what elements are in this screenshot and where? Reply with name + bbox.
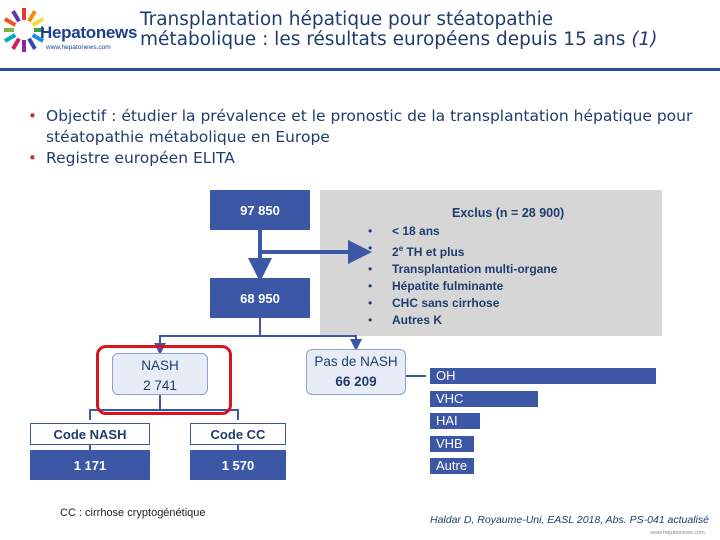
arrow-to-code-nash (89, 395, 161, 420)
title-line-2: métabolique : les résultats européens de… (140, 30, 720, 50)
bullet-list: Objectif : étudier la prévalence et le p… (28, 106, 708, 169)
total-patients-box: 97 850 (210, 190, 310, 230)
citation: Haldar D, Royaume-Uni, EASL 2018, Abs. P… (430, 514, 709, 526)
exclusion-title: Exclus (n = 28 900) (452, 206, 565, 220)
code-nash-box: Code NASH (30, 423, 150, 445)
code-nash-value-box: 1 171 (30, 450, 150, 480)
nash-highlight-outline (96, 345, 232, 415)
etiology-label-hai: HAI (436, 413, 458, 428)
slide-title: Transplantation hépatique pour stéatopat… (140, 10, 720, 50)
exclusion-item: < 18 ans (368, 223, 557, 240)
header-divider (0, 68, 720, 71)
cc-footnote: CC : cirrhose cryptogénétique (60, 507, 206, 519)
exclusion-item: Hépatite fulminante (368, 278, 557, 295)
etiology-bar-hai (430, 413, 480, 429)
arrow-to-nash (154, 318, 261, 355)
nash-label: NASH (141, 358, 179, 373)
bullet-registry: Registre européen ELITA (28, 148, 708, 169)
code-cc-box: Code CC (190, 423, 286, 445)
included-patients-box: 68 950 (210, 278, 310, 318)
logo-url: www.hepatonews.com (46, 44, 111, 51)
exclusion-item: Transplantation multi-organe (368, 261, 557, 278)
etiology-bar-vhc (430, 390, 539, 407)
pas-nash-box: Pas de NASH 66 209 (306, 349, 406, 395)
bullet-objective: Objectif : étudier la prévalence et le p… (28, 106, 708, 148)
title-line-2-text: métabolique : les résultats européens de… (140, 29, 626, 50)
nash-box: NASH 2 741 (112, 353, 208, 395)
title-line-1: Transplantation hépatique pour stéatopat… (140, 9, 554, 30)
etiology-label-vhc: VHC (436, 390, 464, 406)
footer-url: www.hepatonews.com (650, 530, 705, 536)
logo-name: Hepatonews (40, 23, 138, 42)
nash-value: 2 741 (143, 378, 177, 393)
title-reference: (1) (631, 29, 658, 50)
etiology-bar-autre (430, 458, 474, 474)
etiology-label-autre: Autre (436, 458, 468, 473)
pas-nash-value: 66 209 (335, 374, 377, 389)
pas-nash-label: Pas de NASH (314, 354, 398, 369)
exclusion-item: CHC sans cirrhose (368, 295, 557, 312)
etiology-bar-oh (430, 368, 656, 384)
etiology-label-vhb: VHB (436, 435, 463, 451)
code-cc-value-box: 1 570 (190, 450, 286, 480)
etiology-bar-vhb (430, 435, 474, 452)
hepatonews-logo[interactable]: Hepatonews www.hepatonews.com (4, 4, 137, 60)
exclusion-item: Autres K (368, 312, 557, 329)
arrow-to-code-cc (160, 409, 239, 420)
logo-burst-icon (4, 8, 44, 52)
etiology-label-oh: OH (436, 368, 456, 383)
arrow-to-pas-nash (260, 335, 362, 351)
exclusion-list: < 18 ans 2e TH et plus Transplantation m… (368, 223, 557, 329)
